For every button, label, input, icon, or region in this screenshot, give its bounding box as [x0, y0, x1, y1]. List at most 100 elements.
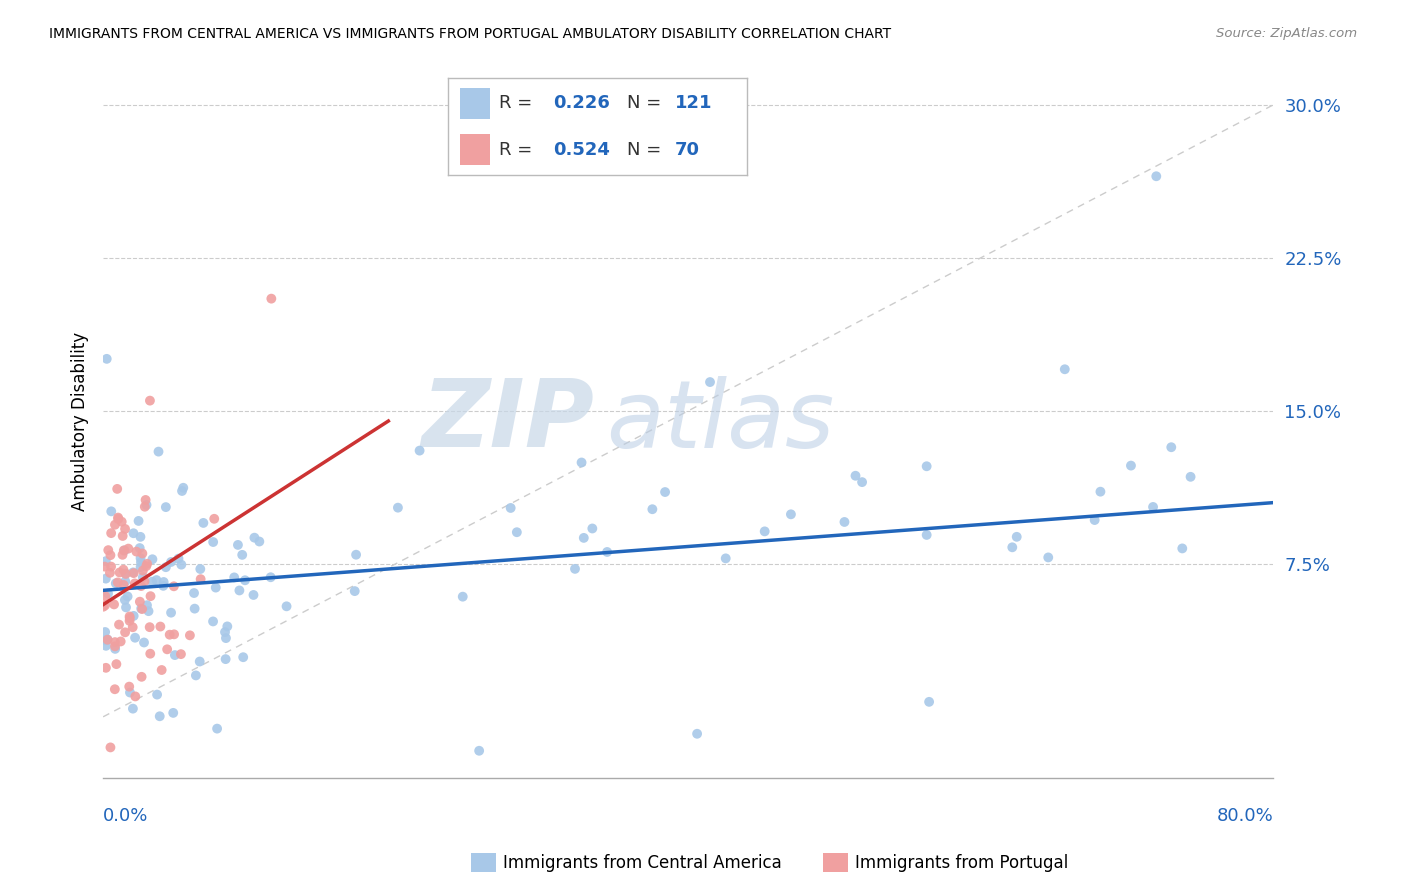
Point	[754, 524, 776, 539]
Point	[387, 500, 409, 515]
Point	[179, 628, 201, 642]
Point	[1119, 458, 1142, 473]
Point	[167, 551, 190, 566]
Point	[128, 595, 150, 609]
Point	[108, 617, 131, 632]
Point	[105, 657, 128, 672]
Point	[94, 572, 117, 586]
Point	[104, 517, 127, 532]
Point	[217, 619, 239, 633]
Point	[139, 647, 162, 661]
Point	[114, 625, 136, 640]
Point	[104, 635, 127, 649]
Point	[155, 500, 177, 515]
Point	[1180, 470, 1202, 484]
Point	[215, 631, 238, 645]
Point	[112, 543, 135, 558]
Point	[94, 554, 117, 568]
Point	[122, 526, 145, 541]
Point	[117, 590, 139, 604]
Point	[918, 695, 941, 709]
Point	[915, 528, 938, 542]
Point	[163, 648, 186, 662]
Point	[145, 573, 167, 587]
Point	[193, 516, 215, 530]
Point	[260, 292, 283, 306]
Point	[111, 515, 134, 529]
Point	[122, 608, 145, 623]
Point	[118, 680, 141, 694]
Point	[100, 504, 122, 518]
Point	[97, 586, 120, 600]
Point	[596, 545, 619, 559]
Point	[231, 548, 253, 562]
Point	[1144, 169, 1167, 184]
Point	[243, 531, 266, 545]
Point	[183, 601, 205, 615]
Point	[135, 492, 157, 507]
Point	[104, 640, 127, 654]
Point	[132, 564, 155, 578]
Point	[162, 706, 184, 720]
Point	[506, 525, 529, 540]
Point	[110, 634, 132, 648]
Point	[1171, 541, 1194, 556]
Point	[170, 647, 193, 661]
Point	[188, 562, 211, 576]
Point	[581, 521, 603, 535]
Point	[94, 633, 117, 648]
Point	[131, 670, 153, 684]
Point	[851, 475, 873, 489]
Text: Immigrants from Central America: Immigrants from Central America	[503, 854, 782, 871]
Point	[139, 393, 162, 408]
Point	[122, 566, 145, 580]
Point	[107, 575, 129, 590]
Point	[571, 455, 593, 469]
Point	[124, 690, 146, 704]
Point	[118, 611, 141, 625]
Point	[96, 632, 118, 647]
Point	[114, 574, 136, 589]
Point	[138, 604, 160, 618]
Point	[1005, 530, 1028, 544]
Point	[714, 551, 737, 566]
Point	[111, 548, 134, 562]
Point	[408, 443, 430, 458]
Point	[170, 483, 193, 498]
Point	[96, 632, 118, 647]
Point	[205, 722, 228, 736]
Point	[103, 598, 125, 612]
Point	[499, 500, 522, 515]
Point	[104, 682, 127, 697]
Point	[104, 576, 127, 591]
Text: Immigrants from Portugal: Immigrants from Portugal	[855, 854, 1069, 871]
Point	[114, 543, 136, 558]
Point	[160, 606, 183, 620]
Point	[129, 579, 152, 593]
Point	[97, 543, 120, 558]
Point	[107, 510, 129, 524]
Point	[572, 531, 595, 545]
Point	[136, 598, 159, 612]
Point	[128, 514, 150, 528]
Point	[188, 655, 211, 669]
Point	[111, 529, 134, 543]
Point	[128, 541, 150, 555]
Point	[135, 498, 157, 512]
Point	[117, 541, 139, 556]
Point	[134, 574, 156, 589]
Point	[108, 566, 131, 580]
Point	[1038, 550, 1060, 565]
Point	[242, 588, 264, 602]
Point	[138, 620, 160, 634]
Point	[156, 642, 179, 657]
Point	[247, 534, 270, 549]
Point	[100, 740, 122, 755]
Point	[150, 663, 173, 677]
Point	[94, 599, 117, 613]
Point	[844, 468, 866, 483]
Point	[112, 578, 135, 592]
Point	[344, 548, 367, 562]
Point	[202, 512, 225, 526]
Point	[163, 579, 186, 593]
